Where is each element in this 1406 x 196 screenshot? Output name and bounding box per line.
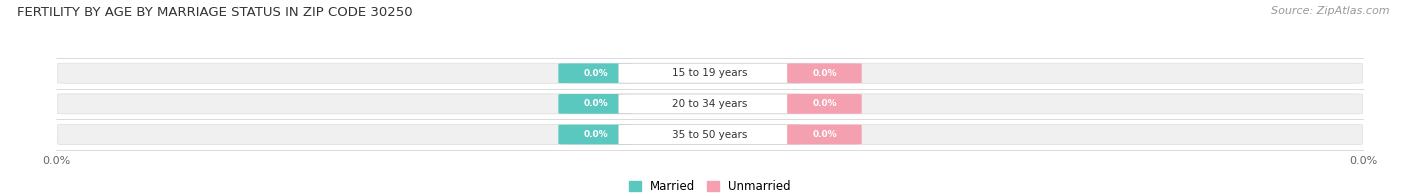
Text: Source: ZipAtlas.com: Source: ZipAtlas.com (1271, 6, 1389, 16)
Text: 20 to 34 years: 20 to 34 years (672, 99, 748, 109)
Text: 0.0%: 0.0% (813, 130, 837, 139)
Text: 35 to 50 years: 35 to 50 years (672, 130, 748, 140)
Legend: Married, Unmarried: Married, Unmarried (624, 175, 796, 196)
FancyBboxPatch shape (619, 64, 801, 83)
FancyBboxPatch shape (787, 94, 862, 114)
Text: 15 to 19 years: 15 to 19 years (672, 68, 748, 78)
FancyBboxPatch shape (619, 94, 801, 114)
Text: FERTILITY BY AGE BY MARRIAGE STATUS IN ZIP CODE 30250: FERTILITY BY AGE BY MARRIAGE STATUS IN Z… (17, 6, 412, 19)
FancyBboxPatch shape (619, 125, 801, 144)
FancyBboxPatch shape (558, 94, 633, 114)
FancyBboxPatch shape (787, 125, 862, 144)
FancyBboxPatch shape (58, 94, 1362, 114)
FancyBboxPatch shape (58, 124, 1362, 145)
Text: 0.0%: 0.0% (813, 99, 837, 108)
FancyBboxPatch shape (787, 63, 862, 83)
Text: 0.0%: 0.0% (583, 130, 607, 139)
Text: 0.0%: 0.0% (583, 69, 607, 78)
FancyBboxPatch shape (58, 63, 1362, 83)
FancyBboxPatch shape (558, 63, 633, 83)
FancyBboxPatch shape (558, 125, 633, 144)
Text: 0.0%: 0.0% (813, 69, 837, 78)
Text: 0.0%: 0.0% (583, 99, 607, 108)
